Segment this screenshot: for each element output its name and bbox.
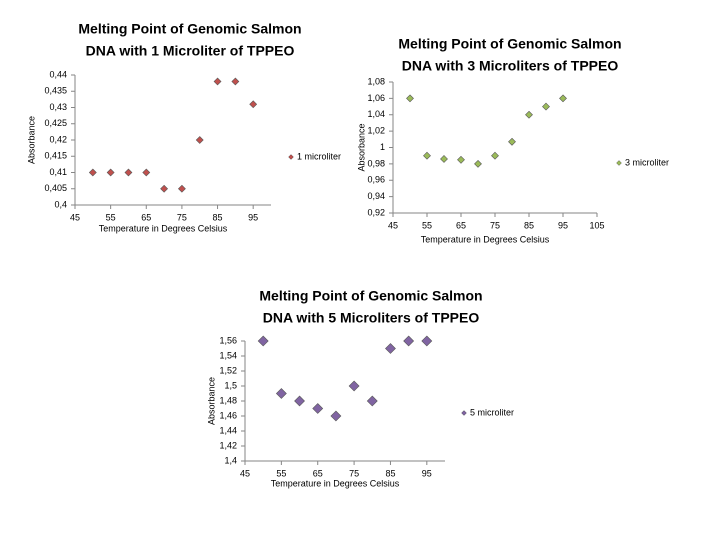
data-point [423,151,431,160]
x-axis-label: Temperature in Degrees Celsius [421,234,550,244]
y-tick-label: 0,425 [44,118,67,128]
data-point [106,168,115,177]
y-tick-label: 0,415 [44,151,67,161]
y-tick-label: 0,98 [367,158,385,168]
data-point [559,94,567,103]
y-tick-label: 1,54 [219,350,237,360]
data-point [421,335,433,347]
y-tick-label: 0,96 [367,175,385,185]
legend-label: 5 microliter [470,407,514,417]
data-point [440,155,448,163]
y-tick-label: 1,4 [224,455,237,465]
y-tick-label: 1,48 [219,395,237,405]
x-tick-label: 55 [106,212,116,222]
data-point [330,410,342,422]
y-tick-label: 1,02 [367,126,385,136]
x-tick-label: 85 [213,212,223,222]
data-point [385,343,396,354]
x-tick-label: 95 [422,468,432,478]
data-point [348,380,360,392]
y-tick-label: 1,52 [219,365,237,375]
data-point [366,395,378,407]
y-tick-label: 1,42 [219,440,237,450]
data-point [257,335,269,347]
y-axis-label: Absorbance [26,116,36,164]
x-tick-label: 105 [589,220,604,230]
data-point [542,102,550,111]
chart-title: Melting Point of Genomic Salmon [398,36,621,52]
x-tick-label: 45 [240,468,250,478]
x-tick-label: 85 [385,468,395,478]
data-point [406,94,414,103]
data-point [294,395,305,407]
y-tick-label: 1 [380,142,385,152]
data-point [249,100,258,109]
legend-marker [461,410,467,416]
data-point [177,184,186,193]
x-tick-label: 65 [141,212,151,222]
data-point [525,110,533,119]
y-tick-label: 0,435 [44,86,67,96]
y-axis-label: Absorbance [356,123,366,171]
y-tick-label: 1,46 [219,410,237,420]
chart-title: DNA with 3 Microliters of TPPEO [402,58,619,74]
y-axis-label: Absorbance [206,377,216,425]
x-axis-label: Temperature in Degrees Celsius [271,478,400,488]
x-tick-label: 55 [276,468,286,478]
y-tick-label: 0,44 [49,69,67,79]
x-tick-label: 75 [490,220,500,230]
chart-title: Melting Point of Genomic Salmon [78,21,301,37]
legend-label: 1 microliter [297,151,341,161]
data-point [403,335,415,347]
legend-label: 3 microliter [625,157,669,167]
y-tick-label: 1,56 [219,335,237,345]
data-point [231,77,240,86]
x-tick-label: 55 [422,220,432,230]
data-point [195,136,204,144]
y-tick-label: 0,43 [49,102,67,112]
y-tick-label: 0,405 [44,183,67,193]
data-point [312,403,324,414]
chart-title: DNA with 5 Microliters of TPPEO [263,310,480,326]
data-point [124,168,133,177]
chart-title: Melting Point of Genomic Salmon [259,288,482,304]
y-tick-label: 0,42 [49,134,67,144]
x-axis-label: Temperature in Degrees Celsius [99,223,228,233]
chart-title: DNA with 1 Microliter of TPPEO [86,43,295,59]
x-tick-label: 65 [456,220,466,230]
x-tick-label: 65 [313,468,323,478]
data-point [457,155,465,164]
x-tick-label: 95 [248,212,258,222]
chart: Melting Point of Genomic Salmon DNA with … [206,288,514,489]
data-point [508,137,516,146]
y-tick-label: 1,06 [367,93,385,103]
y-tick-label: 1,5 [224,380,237,390]
data-point [474,159,482,168]
data-point [275,388,287,399]
y-tick-label: 1,08 [367,76,385,86]
data-point [142,168,151,177]
y-tick-label: 0,4 [54,199,67,209]
data-point [160,184,169,193]
y-tick-label: 0,94 [367,191,385,201]
x-tick-label: 45 [388,220,398,230]
data-point [213,77,222,86]
y-tick-label: 0,41 [49,167,67,177]
chart: Melting Point of Genomic Salmon DNA with … [26,21,341,234]
legend-marker [288,154,294,160]
data-point [491,151,499,160]
x-tick-label: 95 [558,220,568,230]
y-tick-label: 0,92 [367,207,385,217]
x-tick-label: 45 [70,212,80,222]
x-tick-label: 85 [524,220,534,230]
chart: Melting Point of Genomic Salmon DNA with … [356,36,669,245]
y-tick-label: 1,04 [367,109,385,119]
legend-marker [616,160,622,166]
y-tick-label: 1,44 [219,425,237,435]
data-point [88,168,97,177]
x-tick-label: 75 [349,468,359,478]
x-tick-label: 75 [177,212,187,222]
